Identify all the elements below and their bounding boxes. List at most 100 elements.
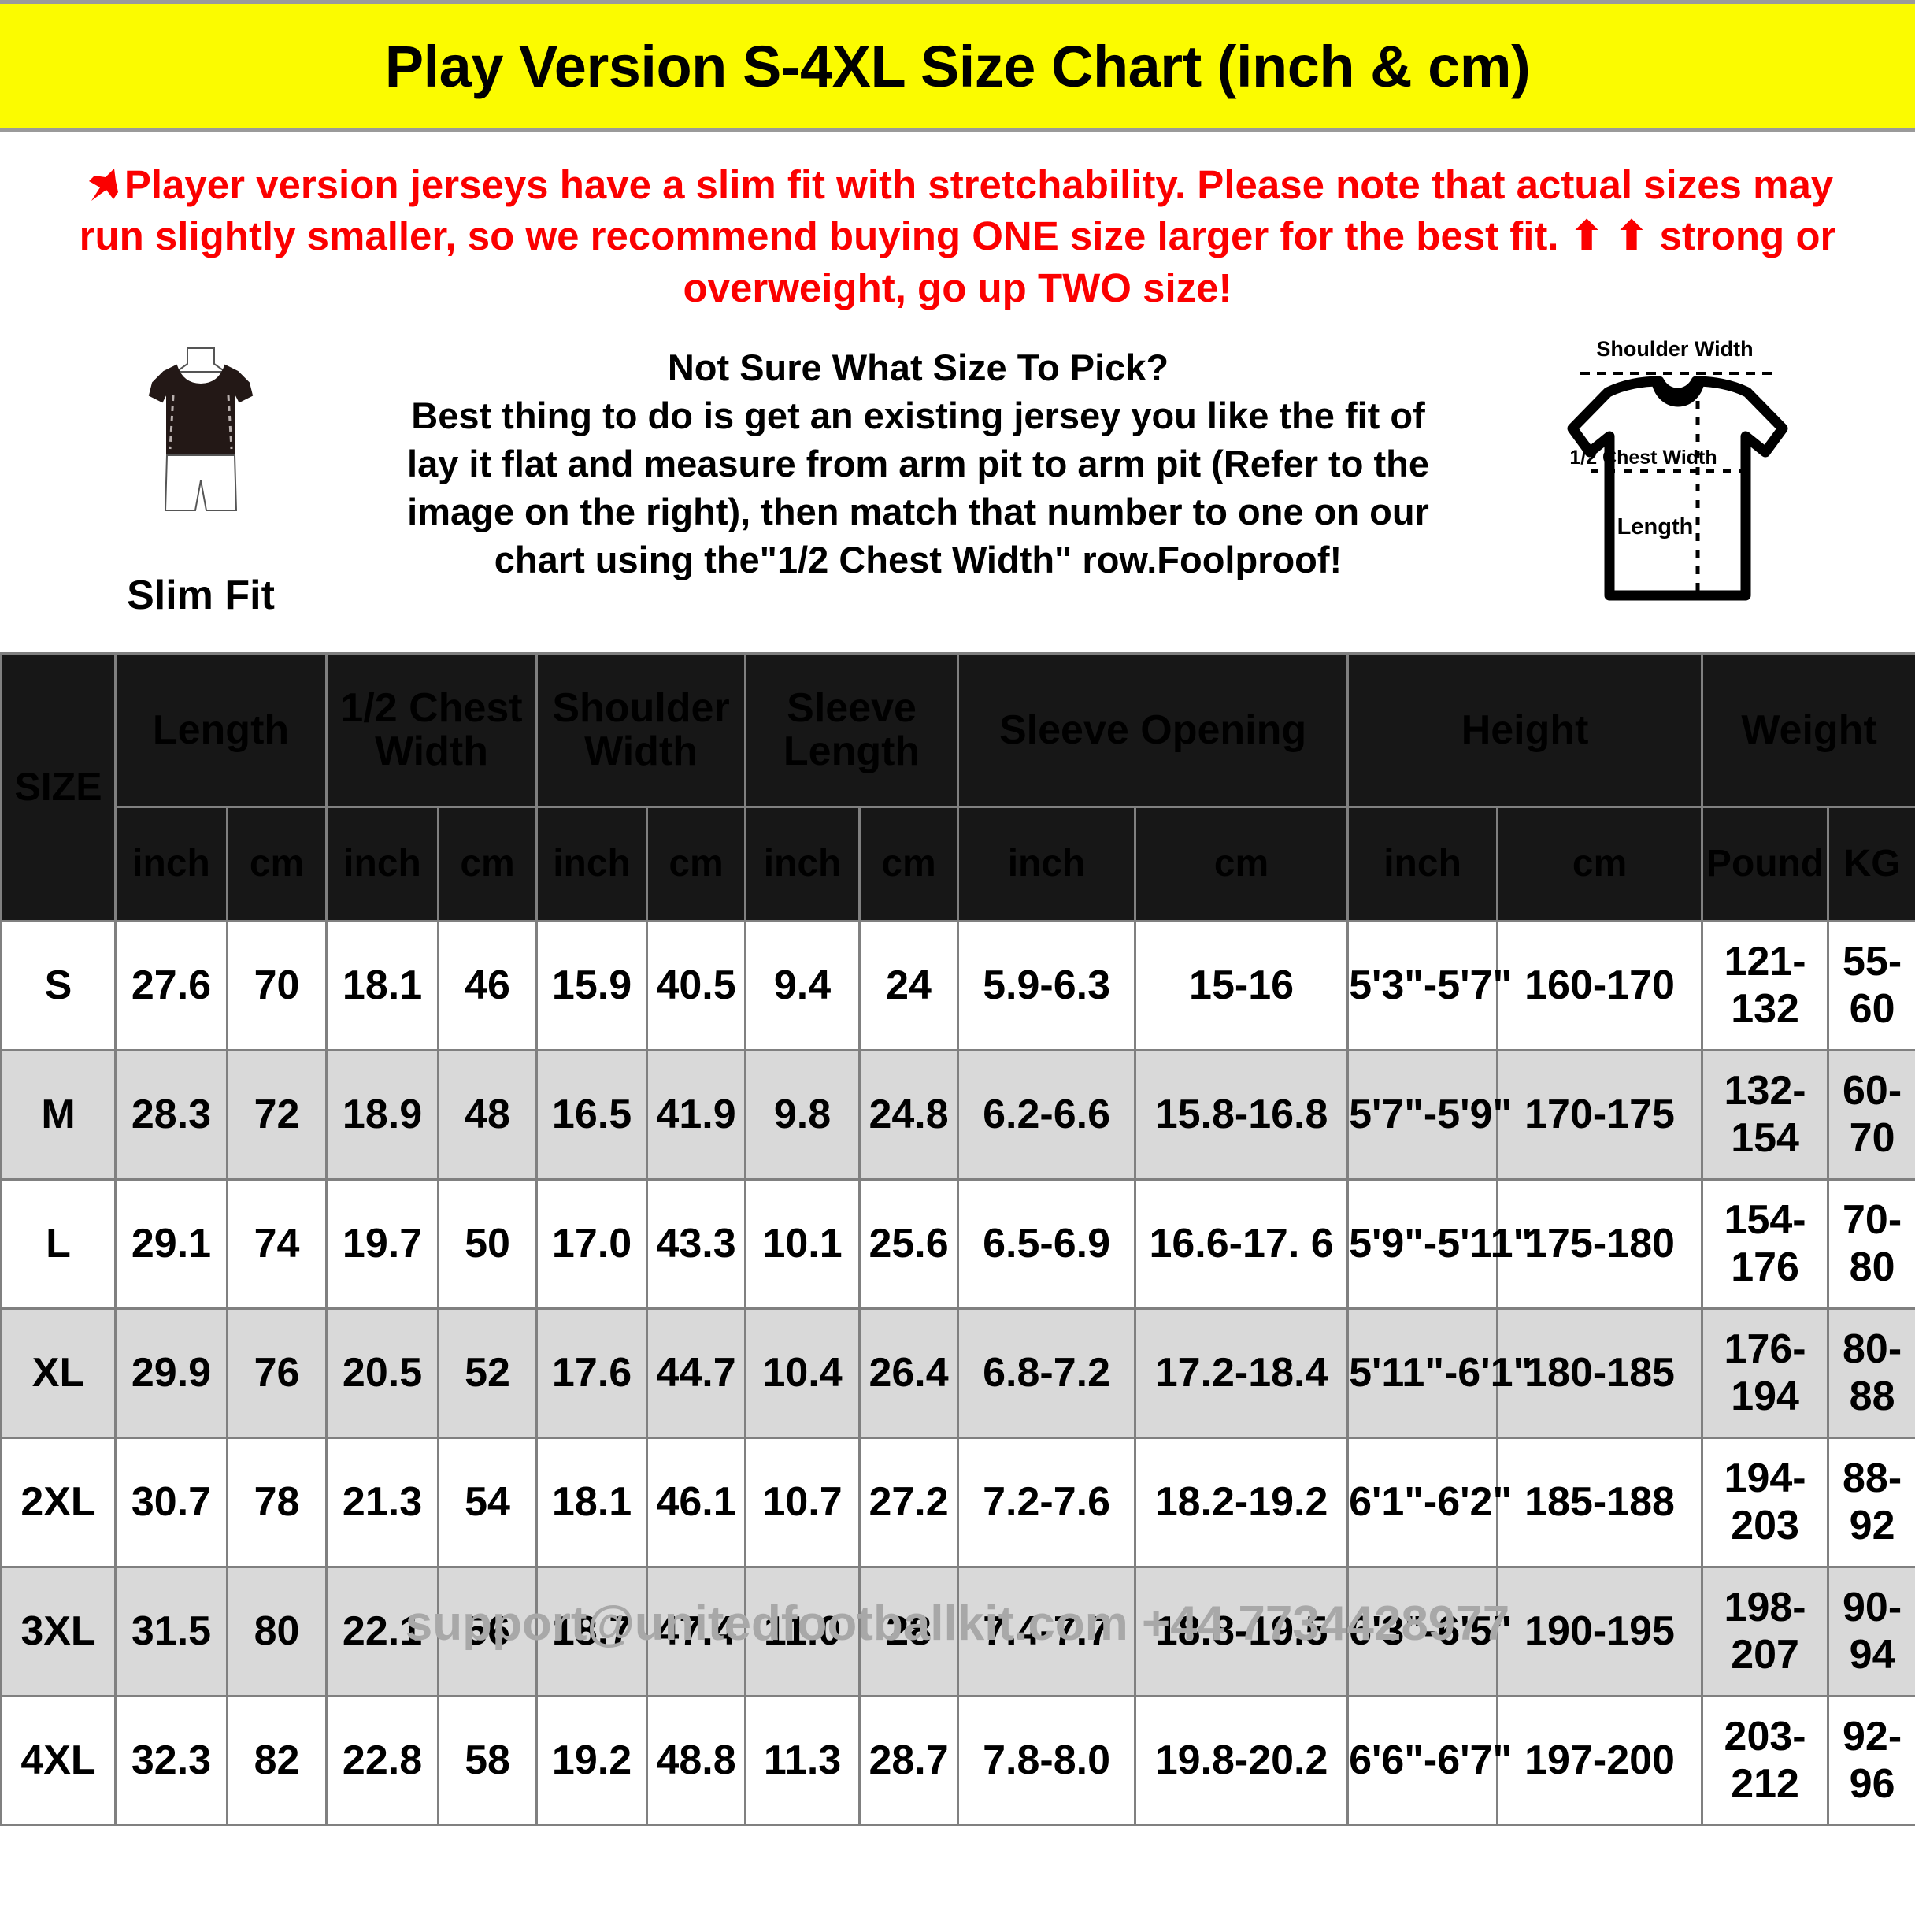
table-cell: 203-212 — [1701, 1694, 1830, 1826]
unit-half-chest-inch: inch — [325, 805, 440, 922]
table-cell: 52 — [437, 1307, 539, 1439]
table-cell: 194-203 — [1701, 1436, 1830, 1568]
table-row: XL 29.9 76 20.5 52 17.6 44.7 10.4 26.4 6.8-7.2 17.… — [0, 1307, 1915, 1439]
table-cell: 7.2-7.6 — [957, 1436, 1137, 1568]
shoulder-width-label: Shoulder Width — [1596, 337, 1753, 361]
table-cell: 5'3"-5'7" — [1346, 919, 1512, 1051]
col-header-weight: Weight — [1701, 651, 1915, 808]
table-cell: 27.2 — [858, 1436, 960, 1568]
table-cell: 18.8-19.5 — [1134, 1565, 1350, 1697]
table-row: 2XL 30.7 78 21.3 54 18.1 46.1 10.7 27.2 7.2-7.6 18… — [0, 1436, 1915, 1568]
group-header-row: SIZE Length 1/2 Chest Width Shoulder Wid… — [0, 651, 1915, 922]
row-size-label: L — [0, 1177, 117, 1310]
table-cell: 74 — [225, 1177, 328, 1310]
unit-sleeve-opening-cm: cm — [1134, 805, 1350, 922]
unit-height-inch: inch — [1346, 805, 1499, 922]
col-header-length: Length — [113, 651, 328, 808]
table-cell: 58 — [437, 1694, 539, 1826]
col-header-sleeve-length: Sleeve Length — [744, 651, 960, 808]
table-cell: 29.1 — [114, 1177, 228, 1310]
table-cell: 18.1 — [535, 1436, 649, 1568]
table-cell: 19.8-20.2 — [1134, 1694, 1350, 1826]
table-cell: 31.5 — [114, 1565, 228, 1697]
unit-length-cm: cm — [225, 805, 328, 922]
table-cell: 7.8-8.0 — [957, 1694, 1137, 1826]
table-cell: 48.8 — [646, 1694, 747, 1826]
table-cell: 16.5 — [535, 1048, 649, 1181]
table-cell: 10.7 — [744, 1436, 861, 1568]
table-cell: 50 — [437, 1177, 539, 1310]
table-cell: 5'11"-6'1" — [1346, 1307, 1532, 1439]
table-cell: 46.1 — [646, 1436, 747, 1568]
table-cell: 24 — [858, 919, 960, 1051]
col-header-size: SIZE — [0, 651, 117, 922]
table-cell: 121-132 — [1701, 919, 1830, 1051]
table-cell: 18.7 — [535, 1565, 649, 1697]
advice-heading: Not Sure What Size To Pick? — [667, 346, 1169, 388]
table-cell: 19.2 — [535, 1694, 649, 1826]
table-cell: 17.2-18.4 — [1134, 1307, 1350, 1439]
table-cell: 5'7"-5'9" — [1346, 1048, 1512, 1181]
mannequin-icon — [148, 347, 254, 511]
col-header-shoulder-width: Shoulder Width — [535, 651, 747, 808]
table-cell: 60-70 — [1827, 1048, 1915, 1181]
table-cell: 18.1 — [325, 919, 440, 1051]
half-chest-width-label: 1/2 Chest Width — [1569, 447, 1717, 469]
size-notice: Player version jerseys have a slim fit w… — [0, 132, 1915, 321]
table-row: 4XL 32.3 82 22.8 58 19.2 48.8 11.3 28.7 7.8-8.0 19… — [0, 1694, 1915, 1826]
table-cell: 80 — [225, 1565, 328, 1697]
table-cell: 185-188 — [1496, 1436, 1704, 1568]
unit-weight-kg: KG — [1827, 805, 1915, 922]
unit-sleeve-length-inch: inch — [744, 805, 861, 922]
fit-label: Slim Fit — [127, 572, 275, 618]
table-cell: 6.8-7.2 — [957, 1307, 1137, 1439]
table-cell: 6'3"-6'5" — [1346, 1565, 1512, 1697]
table-cell: 132-154 — [1701, 1048, 1830, 1181]
table-cell: 27.6 — [114, 919, 228, 1051]
table-body: S 27.6 70 18.1 46 15.9 40.5 9.4 24 5.9-6.3 15-16 5'… — [0, 919, 1915, 1826]
unit-shoulder-inch: inch — [535, 805, 649, 922]
table-cell: 10.1 — [744, 1177, 861, 1310]
col-header-height: Height — [1346, 651, 1704, 808]
table-cell: 56 — [437, 1565, 539, 1697]
table-cell: 6'6"-6'7" — [1346, 1694, 1512, 1826]
table-cell: 15.9 — [535, 919, 649, 1051]
table-cell: 28.7 — [858, 1694, 960, 1826]
page-title: Play Version S-4XL Size Chart (inch & cm… — [384, 33, 1531, 99]
table-cell: 154-176 — [1701, 1177, 1830, 1310]
size-table-wrap: support@unitedfootballkit.com +44 773442… — [0, 651, 1915, 1826]
row-size-label: M — [0, 1048, 117, 1181]
fit-illustration: Slim Fit — [31, 336, 370, 619]
table-cell: 25.6 — [858, 1177, 960, 1310]
tshirt-measurement-icon: Shoulder Width 1/2 Chest Width Length — [1567, 337, 1788, 601]
table-cell: 90-94 — [1827, 1565, 1915, 1697]
table-cell: 15.8-16.8 — [1134, 1048, 1350, 1181]
table-cell: 30.7 — [114, 1436, 228, 1568]
table-row: S 27.6 70 18.1 46 15.9 40.5 9.4 24 5.9-6.3 15-16 5'… — [0, 919, 1915, 1051]
table-cell: 24.8 — [858, 1048, 960, 1181]
table-cell: 5'9"-5'11" — [1346, 1177, 1532, 1310]
middle-band: Slim Fit Not Sure What Size To Pick? Bes… — [0, 321, 1915, 652]
col-header-sleeve-opening: Sleeve Opening — [957, 651, 1350, 808]
table-cell: 92-96 — [1827, 1694, 1915, 1826]
col-header-half-chest-width: 1/2 Chest Width — [325, 651, 539, 808]
unit-header-row: inch cm inch cm inch cm inch cm inch cm … — [2, 805, 1915, 922]
table-cell: 176-194 — [1701, 1307, 1830, 1439]
unit-weight-pound: Pound — [1701, 805, 1830, 922]
table-cell: 18.9 — [325, 1048, 440, 1181]
unit-height-cm: cm — [1496, 805, 1704, 922]
table-cell: 6.5-6.9 — [957, 1177, 1137, 1310]
pushpin-icon — [82, 164, 123, 205]
table-cell: 18.2-19.2 — [1134, 1436, 1350, 1568]
table-cell: 28.3 — [114, 1048, 228, 1181]
row-size-label: S — [0, 919, 117, 1051]
table-head: SIZE Length 1/2 Chest Width Shoulder Wid… — [0, 651, 1915, 922]
table-cell: 15-16 — [1134, 919, 1350, 1051]
row-size-label: 3XL — [0, 1565, 117, 1697]
table-cell: 80-88 — [1827, 1307, 1915, 1439]
unit-shoulder-cm: cm — [646, 805, 747, 922]
table-cell: 197-200 — [1496, 1694, 1704, 1826]
table-cell: 7.4-7.7 — [957, 1565, 1137, 1697]
table-cell: 9.8 — [744, 1048, 861, 1181]
table-cell: 46 — [437, 919, 539, 1051]
